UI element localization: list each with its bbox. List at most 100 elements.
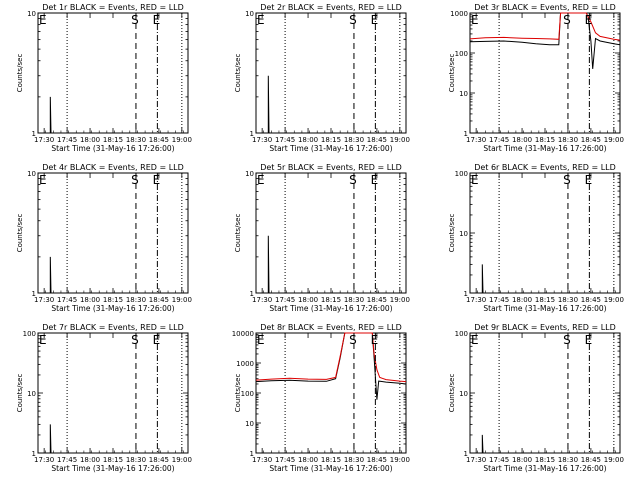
y-axis-label: Counts/sec	[234, 214, 242, 253]
series-line-events	[49, 96, 52, 134]
series-line-events	[481, 264, 484, 294]
x-tick-label: 18:30	[558, 136, 578, 144]
x-axis-label: Start Time (31-May-16 17:26:00)	[51, 464, 174, 473]
chart-title: Det 7r BLACK = Events, RED = LLD	[42, 323, 184, 332]
y-tick-label: 1	[32, 290, 36, 298]
y-axis-label: Counts/sec	[16, 374, 24, 413]
plot-frame	[255, 332, 407, 454]
x-tick-label: 18:00	[80, 456, 100, 464]
x-tick-label: 19:00	[390, 456, 410, 464]
x-tick-label: 18:45	[367, 296, 387, 304]
y-tick-label: 10000	[232, 330, 254, 338]
x-axis-label: Start Time (31-May-16 17:26:00)	[269, 144, 392, 153]
x-tick-label: 19:00	[172, 456, 192, 464]
marker-label: S	[131, 333, 139, 347]
series-line-lld	[469, 12, 621, 41]
series-line-events	[481, 434, 484, 454]
x-tick-label: 18:00	[512, 296, 532, 304]
x-tick-label: 18:00	[298, 296, 318, 304]
y-axis-label: Counts/sec	[448, 214, 456, 253]
x-tick-label: 18:30	[558, 456, 578, 464]
marker-label: E	[585, 173, 593, 187]
series-line-events	[49, 256, 52, 294]
y-tick-label: 10	[245, 170, 254, 178]
x-tick-label: 18:30	[344, 296, 364, 304]
plot-frame	[37, 172, 189, 294]
series-line-events	[267, 75, 270, 134]
y-tick-label: 10	[459, 390, 468, 398]
x-tick-label: 17:30	[466, 456, 486, 464]
marker-label: E	[39, 13, 47, 27]
x-axis-label: Start Time (31-May-16 17:26:00)	[269, 464, 392, 473]
chart-panel-9: Det 9r BLACK = Events, RED = LLD 1 10 100 Co…	[448, 323, 624, 473]
x-tick-label: 18:45	[149, 456, 169, 464]
marker-label: E	[39, 333, 47, 347]
chart-title: Det 5r BLACK = Events, RED = LLD	[260, 163, 402, 172]
chart-title: Det 8r BLACK = Events, RED = LLD	[260, 323, 402, 332]
x-tick-label: 17:30	[466, 296, 486, 304]
chart-title: Det 9r BLACK = Events, RED = LLD	[474, 323, 616, 332]
x-tick-label: 18:45	[581, 456, 601, 464]
marker-label: E	[39, 173, 47, 187]
x-tick-label: 18:15	[321, 136, 341, 144]
series-line-events	[267, 235, 270, 294]
y-tick-label: 100	[455, 330, 468, 338]
x-axis-label: Start Time (31-May-16 17:26:00)	[483, 144, 606, 153]
y-axis-label: Counts/sec	[234, 374, 242, 413]
x-tick-label: 18:00	[80, 136, 100, 144]
marker-label: E	[471, 333, 479, 347]
x-tick-label: 18:15	[535, 456, 555, 464]
chart-title: Det 1r BLACK = Events, RED = LLD	[42, 3, 184, 12]
x-tick-label: 18:15	[535, 296, 555, 304]
y-tick-label: 10	[27, 170, 36, 178]
x-tick-label: 18:30	[126, 456, 146, 464]
y-tick-label: 1	[32, 450, 36, 458]
x-axis-label: Start Time (31-May-16 17:26:00)	[51, 304, 174, 313]
chart-title: Det 3r BLACK = Events, RED = LLD	[474, 3, 616, 12]
y-tick-label: 10	[27, 10, 36, 18]
y-tick-label: 100	[455, 170, 468, 178]
series-line-lld	[255, 332, 407, 383]
y-tick-label: 1	[464, 130, 468, 138]
marker-label: E	[153, 333, 161, 347]
plot-frame	[37, 12, 189, 134]
x-tick-label: 18:45	[367, 136, 387, 144]
x-tick-label: 17:30	[34, 136, 54, 144]
y-tick-label: 100	[455, 50, 468, 58]
chart-title: Det 2r BLACK = Events, RED = LLD	[260, 3, 402, 12]
chart-title: Det 6r BLACK = Events, RED = LLD	[474, 163, 616, 172]
marker-label: S	[563, 173, 571, 187]
x-tick-label: 18:45	[149, 296, 169, 304]
x-axis-label: Start Time (31-May-16 17:26:00)	[269, 304, 392, 313]
x-tick-label: 19:00	[172, 296, 192, 304]
y-tick-label: 10	[27, 390, 36, 398]
marker-label: E	[153, 13, 161, 27]
x-tick-label: 18:00	[512, 456, 532, 464]
x-tick-label: 17:45	[489, 296, 509, 304]
x-tick-label: 18:00	[298, 136, 318, 144]
x-axis-label: Start Time (31-May-16 17:26:00)	[51, 144, 174, 153]
y-tick-label: 1	[250, 290, 254, 298]
chart-panel-8: Det 8r BLACK = Events, RED = LLD 1 10 100 10…	[232, 323, 410, 473]
x-tick-label: 17:30	[252, 456, 272, 464]
marker-label: E	[257, 333, 265, 347]
x-tick-label: 18:30	[126, 296, 146, 304]
marker-label: S	[563, 333, 571, 347]
marker-label: E	[371, 333, 379, 347]
x-tick-label: 19:00	[604, 136, 624, 144]
series-line-events	[469, 12, 621, 69]
x-axis-label: Start Time (31-May-16 17:26:00)	[483, 304, 606, 313]
chart-panel-3: Det 3r BLACK = Events, RED = LLD 1 10 100 10…	[448, 3, 624, 153]
x-tick-label: 18:30	[344, 456, 364, 464]
x-tick-label: 17:45	[275, 456, 295, 464]
x-tick-label: 17:45	[489, 456, 509, 464]
x-tick-label: 18:00	[512, 136, 532, 144]
marker-label: E	[371, 13, 379, 27]
marker-label: E	[257, 13, 265, 27]
y-tick-label: 10	[245, 420, 254, 428]
y-tick-label: 100	[241, 390, 254, 398]
x-tick-label: 17:45	[57, 296, 77, 304]
chart-panel-7: Det 7r BLACK = Events, RED = LLD 1 10 100 Co…	[16, 323, 192, 473]
y-tick-label: 1000	[236, 360, 254, 368]
y-axis-label: Counts/sec	[448, 54, 456, 93]
